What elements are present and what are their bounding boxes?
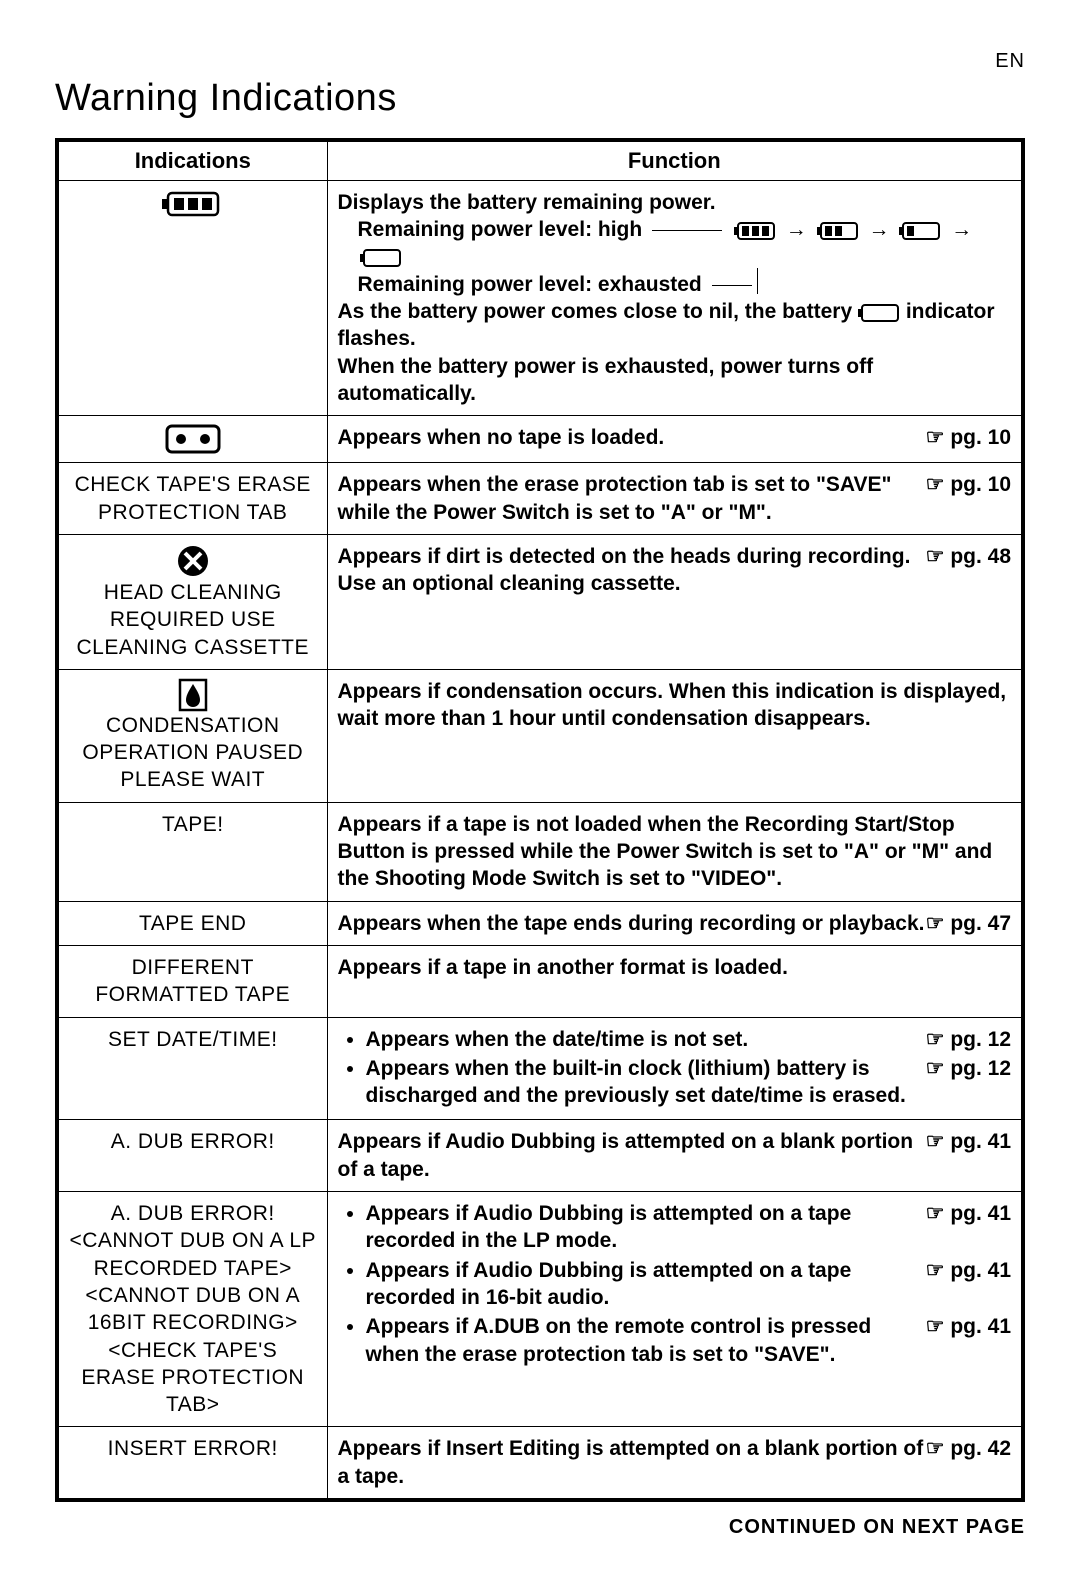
continued-footer: CONTINUED ON NEXT PAGE bbox=[55, 1516, 1025, 1539]
head-cleaning-ind: HEAD CLEANING REQUIRED USE CLEANING CASS… bbox=[57, 534, 327, 669]
table-row: A. DUB ERROR! <CANNOT DUB ON A LP RECORD… bbox=[57, 1192, 1023, 1427]
table-row: HEAD CLEANING REQUIRED USE CLEANING CASS… bbox=[57, 534, 1023, 669]
set-date-b1: Appears when the date/time is not set. bbox=[366, 1028, 749, 1051]
tape-function: Appears if a tape is not loaded when the… bbox=[327, 802, 1023, 901]
list-item: ☞ pg. 12 Appears when the date/time is n… bbox=[366, 1026, 1012, 1053]
page-ref: ☞ pg. 12 bbox=[926, 1026, 1011, 1053]
tape-ind: TAPE! bbox=[57, 802, 327, 901]
droplet-icon bbox=[178, 678, 208, 712]
battery-1-bar-icon bbox=[899, 221, 941, 241]
page-ref: ☞ pg. 10 bbox=[926, 424, 1011, 451]
condensation-function: Appears if condensation occurs. When thi… bbox=[327, 669, 1023, 802]
head-cleaning-function: ☞ pg. 48 Appears if dirt is detected on … bbox=[327, 534, 1023, 669]
condensation-ind: CONDENSATION OPERATION PAUSED PLEASE WAI… bbox=[57, 669, 327, 802]
adub-multi-b2: Appears if Audio Dubbing is attempted on… bbox=[366, 1259, 852, 1309]
battery-full-icon bbox=[162, 189, 224, 219]
page-ref: ☞ pg. 41 bbox=[926, 1257, 1011, 1284]
table-row: INSERT ERROR! ☞ pg. 42 Appears if Insert… bbox=[57, 1427, 1023, 1500]
page-ref: ☞ pg. 41 bbox=[926, 1200, 1011, 1227]
table-row: CHECK TAPE'S ERASE PROTECTION TAB ☞ pg. … bbox=[57, 463, 1023, 535]
insert-error-function: ☞ pg. 42 Appears if Insert Editing is at… bbox=[327, 1427, 1023, 1500]
insert-error-ind: INSERT ERROR! bbox=[57, 1427, 327, 1500]
col-header-indications: Indications bbox=[57, 140, 327, 181]
page-ref: ☞ pg. 48 bbox=[926, 543, 1011, 570]
cassette-icon-cell bbox=[57, 416, 327, 463]
table-row: A. DUB ERROR! ☞ pg. 41 Appears if Audio … bbox=[57, 1120, 1023, 1192]
list-item: ☞ pg. 41 Appears if A.DUB on the remote … bbox=[366, 1313, 1012, 1368]
list-item: ☞ pg. 41 Appears if Audio Dubbing is att… bbox=[366, 1200, 1012, 1255]
page-ref: ☞ pg. 42 bbox=[926, 1435, 1011, 1462]
battery-2-bars-icon bbox=[817, 221, 859, 241]
page-title: Warning Indications bbox=[55, 77, 1025, 120]
list-item: ☞ pg. 41 Appears if Audio Dubbing is att… bbox=[366, 1257, 1012, 1312]
diff-format-function: Appears if a tape in another format is l… bbox=[327, 945, 1023, 1017]
erase-tab-text: Appears when the erase protection tab is… bbox=[338, 473, 892, 523]
page-ref: ☞ pg. 47 bbox=[926, 910, 1011, 937]
table-row: CONDENSATION OPERATION PAUSED PLEASE WAI… bbox=[57, 669, 1023, 802]
adub-error-text: Appears if Audio Dubbing is attempted on… bbox=[338, 1130, 914, 1180]
set-date-b2: Appears when the built-in clock (lithium… bbox=[366, 1057, 906, 1107]
tape-end-function: ☞ pg. 47 Appears when the tape ends duri… bbox=[327, 901, 1023, 945]
prohibit-icon bbox=[175, 543, 211, 579]
tape-end-text: Appears when the tape ends during record… bbox=[338, 912, 925, 935]
battery-line3: As the battery power comes close to nil,… bbox=[338, 300, 853, 323]
table-row: ☞ pg. 10 Appears when no tape is loaded. bbox=[57, 416, 1023, 463]
page-ref: ☞ pg. 12 bbox=[926, 1055, 1011, 1082]
adub-error-ind: A. DUB ERROR! bbox=[57, 1120, 327, 1192]
battery-empty-icon bbox=[360, 248, 402, 268]
battery-high-label: Remaining power level: high bbox=[358, 218, 643, 241]
tape-end-ind: TAPE END bbox=[57, 901, 327, 945]
condensation-text: Appears if condensation occurs. When thi… bbox=[338, 680, 1007, 730]
battery-3-bars-icon bbox=[734, 221, 776, 241]
page-ref: ☞ pg. 41 bbox=[926, 1128, 1011, 1155]
adub-error-multi-ind: A. DUB ERROR! <CANNOT DUB ON A LP RECORD… bbox=[57, 1192, 327, 1427]
table-row: TAPE! Appears if a tape is not loaded wh… bbox=[57, 802, 1023, 901]
insert-error-text: Appears if Insert Editing is attempted o… bbox=[338, 1437, 924, 1487]
erase-tab-function: ☞ pg. 10 Appears when the erase protecti… bbox=[327, 463, 1023, 535]
adub-multi-ind1: A. DUB ERROR! bbox=[111, 1202, 275, 1225]
table-row: DIFFERENT FORMATTED TAPE Appears if a ta… bbox=[57, 945, 1023, 1017]
table-row: Displays the battery remaining power. Re… bbox=[57, 181, 1023, 416]
set-date-function: ☞ pg. 12 Appears when the date/time is n… bbox=[327, 1017, 1023, 1120]
adub-error-function: ☞ pg. 41 Appears if Audio Dubbing is att… bbox=[327, 1120, 1023, 1192]
condensation-label: CONDENSATION OPERATION PAUSED PLEASE WAI… bbox=[82, 714, 303, 792]
battery-function-cell: Displays the battery remaining power. Re… bbox=[327, 181, 1023, 416]
adub-multi-ind2: <CANNOT DUB ON A LP RECORDED TAPE> bbox=[69, 1229, 316, 1279]
warning-indications-table: Indications Function Displays the ba bbox=[55, 138, 1025, 1502]
battery-line1: Displays the battery remaining power. bbox=[338, 189, 1012, 216]
battery-blink-icon bbox=[858, 303, 900, 323]
adub-multi-b3: Appears if A.DUB on the remote control i… bbox=[366, 1315, 872, 1365]
list-item: ☞ pg. 12 Appears when the built-in clock… bbox=[366, 1055, 1012, 1110]
adub-multi-b1: Appears if Audio Dubbing is attempted on… bbox=[366, 1202, 852, 1252]
head-cleaning-label: HEAD CLEANING REQUIRED USE CLEANING CASS… bbox=[76, 581, 309, 659]
tape-text: Appears if a tape is not loaded when the… bbox=[338, 813, 993, 891]
no-tape-text: Appears when no tape is loaded. bbox=[338, 426, 665, 449]
page-header-label: EN bbox=[55, 50, 1025, 73]
battery-line4: When the battery power is exhausted, pow… bbox=[338, 353, 1012, 408]
table-row: TAPE END ☞ pg. 47 Appears when the tape … bbox=[57, 901, 1023, 945]
page-ref: ☞ pg. 10 bbox=[926, 471, 1011, 498]
set-date-ind: SET DATE/TIME! bbox=[57, 1017, 327, 1120]
col-header-function: Function bbox=[327, 140, 1023, 181]
erase-tab-ind: CHECK TAPE'S ERASE PROTECTION TAB bbox=[57, 463, 327, 535]
cassette-icon bbox=[165, 424, 221, 454]
battery-exhausted-label: Remaining power level: exhausted bbox=[358, 273, 702, 296]
diff-format-ind: DIFFERENT FORMATTED TAPE bbox=[57, 945, 327, 1017]
adub-multi-ind3: <CANNOT DUB ON A 16BIT RECORDING> bbox=[85, 1284, 300, 1334]
adub-error-multi-function: ☞ pg. 41 Appears if Audio Dubbing is att… bbox=[327, 1192, 1023, 1427]
page-ref: ☞ pg. 41 bbox=[926, 1313, 1011, 1340]
diff-format-text: Appears if a tape in another format is l… bbox=[338, 956, 788, 979]
head-cleaning-text: Appears if dirt is detected on the heads… bbox=[338, 545, 911, 595]
battery-icon-cell bbox=[57, 181, 327, 416]
no-tape-function: ☞ pg. 10 Appears when no tape is loaded. bbox=[327, 416, 1023, 463]
adub-multi-ind4: <CHECK TAPE'S ERASE PROTECTION TAB> bbox=[81, 1339, 304, 1417]
table-row: SET DATE/TIME! ☞ pg. 12 Appears when the… bbox=[57, 1017, 1023, 1120]
